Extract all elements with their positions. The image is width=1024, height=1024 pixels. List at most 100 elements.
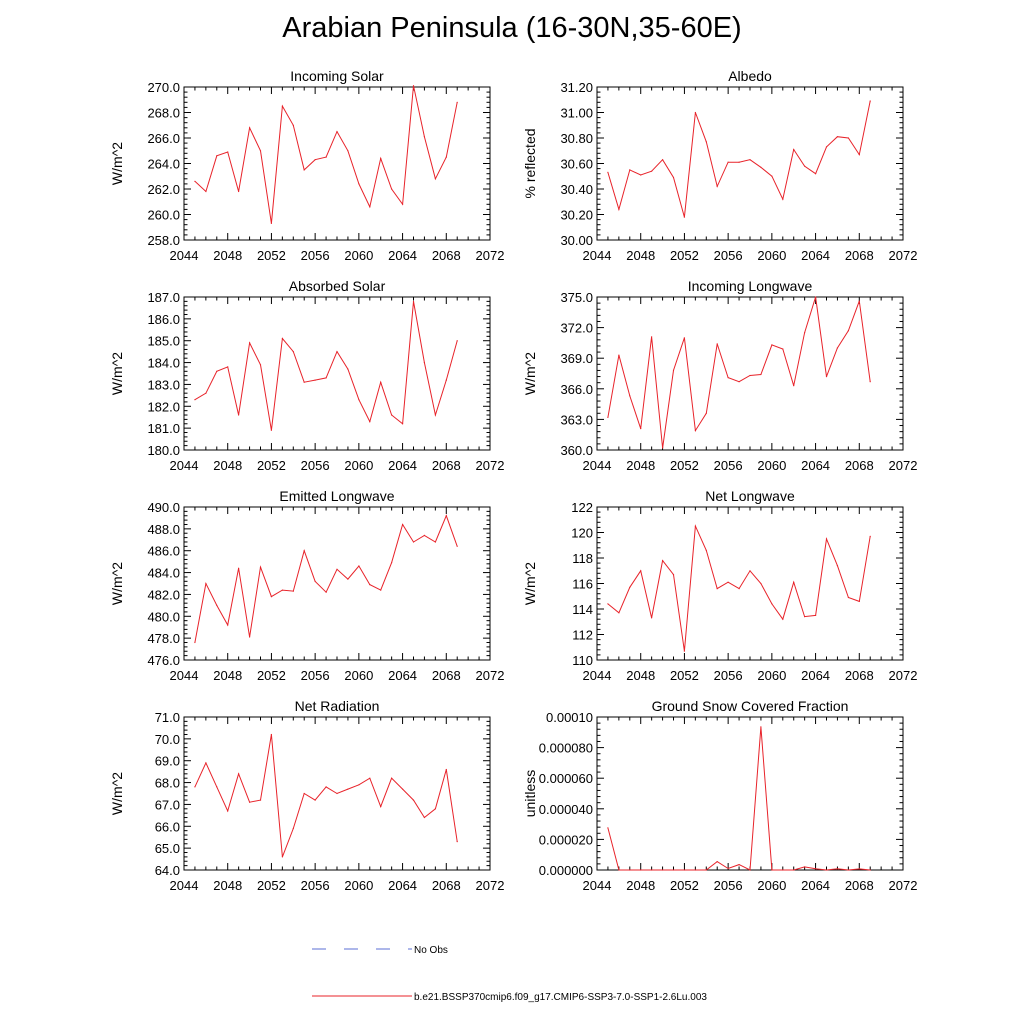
data-point — [303, 792, 305, 795]
data-point — [618, 869, 620, 871]
y-tick-label: 264.0 — [147, 157, 180, 172]
data-point — [456, 101, 458, 103]
data-point — [292, 124, 294, 126]
x-tick-label: 2064 — [801, 458, 830, 473]
series-line — [194, 514, 458, 643]
data-point — [205, 190, 207, 193]
data-point — [683, 337, 686, 339]
data-point — [836, 347, 839, 349]
legend-model-label: b.e21.BSSP370cmip6.f09_g17.CMIP6-SSP3-7.… — [414, 992, 707, 1003]
y-tick-label: 30.80 — [560, 131, 593, 146]
data-point — [391, 777, 393, 779]
x-tick-label: 2044 — [583, 458, 612, 473]
series-line — [194, 734, 458, 858]
data-point — [325, 377, 327, 379]
data-point — [259, 566, 262, 568]
x-tick-label: 2060 — [757, 668, 786, 683]
y-tick-label: 482.0 — [147, 587, 180, 602]
data-point — [412, 799, 415, 801]
data-point — [749, 570, 751, 572]
legend-obs-label: No Obs — [414, 945, 448, 956]
data-point — [402, 203, 404, 205]
x-tick-label: 2052 — [670, 248, 699, 263]
data-point — [434, 414, 436, 416]
data-point — [727, 377, 729, 379]
y-tick-label: 186.0 — [147, 312, 180, 327]
plot-frame — [596, 296, 904, 451]
data-point — [194, 786, 196, 788]
x-tick-label: 2068 — [845, 248, 874, 263]
data-point — [445, 379, 447, 381]
y-axis-label: W/m^2 — [522, 562, 538, 605]
data-point — [738, 161, 740, 163]
data-point — [347, 578, 349, 580]
plot-frame — [596, 86, 904, 241]
data-point — [771, 603, 773, 605]
y-tick-label: 30.60 — [560, 157, 593, 172]
data-point — [836, 868, 839, 870]
data-point — [804, 866, 806, 868]
data-point — [651, 336, 653, 338]
data-point — [618, 208, 620, 210]
y-tick-label: 360.0 — [560, 443, 593, 458]
data-point — [683, 650, 686, 652]
data-point — [358, 183, 360, 185]
data-point — [672, 574, 675, 576]
x-tick-label: 2064 — [801, 248, 830, 263]
data-point — [825, 869, 828, 871]
x-tick-label: 2056 — [301, 248, 330, 263]
data-point — [694, 525, 697, 527]
data-point — [662, 159, 664, 161]
y-axis-label: W/m^2 — [109, 352, 125, 395]
data-point — [303, 381, 305, 383]
y-tick-label: 120 — [571, 526, 593, 541]
data-point — [249, 801, 251, 803]
x-tick-label: 2064 — [388, 458, 417, 473]
y-axis-label: W/m^2 — [109, 772, 125, 815]
x-tick-label: 2056 — [714, 878, 743, 893]
series-line — [607, 296, 871, 449]
data-point — [815, 296, 817, 298]
data-point — [858, 300, 860, 302]
panel-0: Incoming Solar W/m^2 2044 2048 2052 2056 2060 2… — [109, 68, 504, 263]
y-tick-label: 110 — [572, 653, 593, 668]
data-point — [738, 588, 740, 590]
data-point — [292, 827, 294, 830]
x-tick-label: 2060 — [344, 878, 373, 893]
data-point — [672, 176, 675, 179]
data-point — [402, 523, 404, 526]
x-tick-label: 2044 — [583, 668, 612, 683]
data-point — [358, 784, 360, 786]
data-point — [445, 768, 447, 771]
data-point — [194, 180, 196, 182]
data-point — [825, 538, 828, 540]
data-point — [314, 159, 316, 161]
data-point — [249, 127, 251, 129]
x-tick-label: 2068 — [432, 878, 461, 893]
y-axis-label: W/m^2 — [109, 142, 125, 185]
x-tick-label: 2052 — [670, 458, 699, 473]
data-point — [380, 157, 382, 159]
data-point — [782, 618, 784, 620]
plot-frame — [596, 506, 904, 661]
y-tick-label: 67.0 — [155, 797, 180, 812]
data-point — [782, 348, 784, 350]
data-point — [618, 612, 620, 614]
x-tick-label: 2064 — [388, 248, 417, 263]
series-line — [194, 301, 458, 431]
data-point — [640, 869, 642, 871]
data-point — [771, 869, 773, 871]
x-tick-label: 2064 — [388, 878, 417, 893]
data-point — [640, 570, 642, 572]
x-tick-label: 2044 — [170, 668, 199, 683]
data-point — [205, 582, 207, 585]
data-point — [716, 343, 718, 345]
x-tick-label: 2044 — [583, 248, 612, 263]
data-point — [238, 773, 240, 775]
data-point — [412, 85, 415, 87]
y-tick-label: 484.0 — [147, 566, 180, 581]
y-tick-label: 64.0 — [155, 863, 180, 878]
x-tick-label: 2052 — [670, 668, 699, 683]
data-point — [259, 150, 262, 152]
data-point — [760, 166, 762, 168]
